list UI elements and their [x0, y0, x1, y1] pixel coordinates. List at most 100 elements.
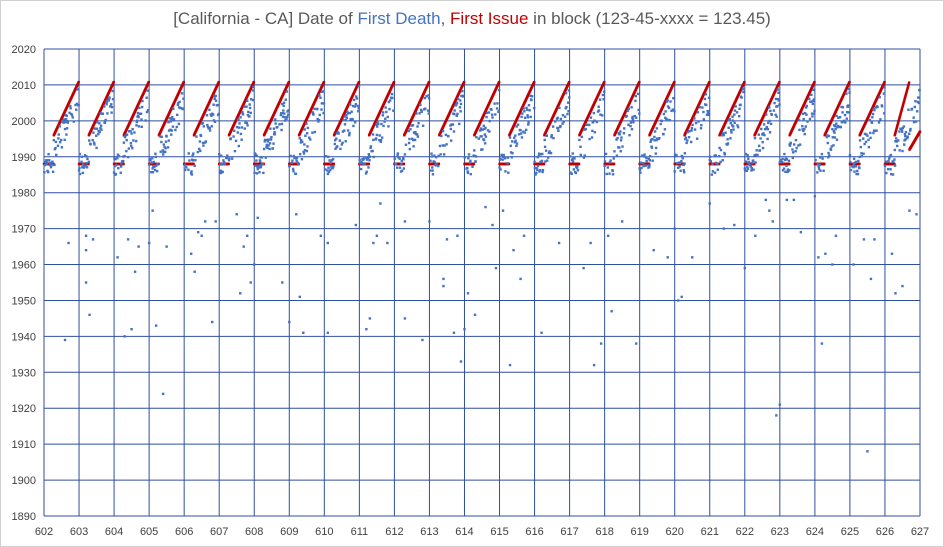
first-death-point — [673, 109, 676, 113]
first-death-point — [860, 152, 863, 155]
first-death-point — [724, 131, 727, 134]
first-death-point — [443, 144, 446, 147]
first-death-point — [502, 153, 505, 157]
first-death-point — [459, 110, 462, 113]
first-death-point — [694, 121, 698, 125]
first-death-point — [194, 159, 197, 162]
first-death-point — [341, 141, 344, 144]
first-death-point — [768, 119, 771, 123]
first-death-point — [375, 234, 379, 237]
first-death-point — [362, 157, 366, 160]
first-death-point — [756, 153, 759, 157]
first-death-point — [686, 139, 689, 142]
first-death-point — [239, 116, 242, 119]
first-death-point — [199, 149, 202, 153]
first-death-point — [137, 245, 140, 248]
first-death-point — [713, 171, 717, 174]
first-death-point — [230, 157, 234, 160]
first-death-point — [99, 124, 103, 127]
first-death-point — [467, 153, 471, 156]
first-death-point — [570, 172, 573, 175]
first-death-point — [349, 103, 352, 106]
first-death-point — [91, 138, 94, 142]
first-death-point — [49, 161, 52, 165]
first-death-point — [913, 105, 916, 109]
first-death-point — [718, 154, 721, 158]
first-death-point — [741, 87, 745, 91]
first-death-point — [585, 123, 588, 127]
first-death-point — [69, 107, 72, 110]
first-death-point — [168, 117, 171, 120]
first-death-point — [501, 158, 504, 161]
first-death-point — [618, 146, 621, 149]
first-death-point — [619, 149, 622, 153]
first-death-point — [136, 111, 140, 115]
first-death-point — [550, 134, 553, 137]
first-death-point — [914, 120, 918, 123]
first-death-point — [316, 117, 319, 121]
first-death-point — [433, 154, 436, 157]
first-death-point — [664, 110, 667, 113]
first-death-point — [388, 107, 391, 111]
first-death-point — [592, 111, 595, 115]
first-death-point — [111, 89, 114, 93]
y-tick-label: 2000 — [12, 116, 36, 128]
first-death-point — [501, 209, 505, 212]
first-death-point — [485, 115, 488, 119]
first-death-point — [680, 155, 684, 158]
first-death-point — [682, 163, 685, 167]
first-death-point — [234, 139, 238, 143]
first-death-point — [484, 205, 487, 209]
first-death-point — [714, 154, 717, 157]
first-death-point — [462, 94, 465, 97]
first-death-point — [353, 105, 357, 108]
first-death-point — [85, 166, 89, 169]
first-death-point — [579, 145, 582, 148]
first-death-point — [285, 90, 289, 93]
first-death-point — [354, 223, 358, 227]
first-death-point — [894, 292, 897, 295]
first-death-point — [213, 120, 217, 124]
first-death-point — [306, 126, 310, 130]
first-death-point — [362, 162, 365, 165]
first-death-point — [898, 130, 901, 133]
first-death-point — [208, 129, 212, 132]
first-death-point — [428, 220, 431, 223]
first-death-point — [547, 156, 550, 159]
first-death-point — [834, 234, 838, 237]
first-death-point — [343, 115, 346, 118]
first-death-point — [434, 156, 438, 159]
first-death-point — [785, 198, 789, 202]
first-death-point — [860, 154, 864, 158]
first-death-point — [887, 157, 891, 160]
first-death-point — [338, 139, 341, 142]
first-death-point — [133, 270, 137, 273]
first-issue-point — [896, 125, 899, 128]
first-issue-point — [402, 162, 406, 166]
x-tick-label: 621 — [701, 526, 719, 538]
first-death-point — [723, 153, 727, 156]
first-death-point — [309, 138, 312, 141]
first-death-point — [169, 120, 173, 123]
first-death-point — [680, 295, 683, 299]
first-death-point — [135, 120, 139, 124]
first-death-point — [584, 127, 587, 131]
first-death-point — [214, 220, 217, 223]
first-death-point — [590, 136, 594, 139]
first-death-point — [371, 149, 374, 153]
first-death-point — [119, 171, 122, 174]
first-death-point — [648, 155, 652, 158]
first-death-point — [214, 99, 218, 102]
first-death-point — [431, 169, 434, 172]
first-death-point — [574, 171, 578, 175]
first-death-point — [822, 169, 825, 172]
first-death-point — [165, 135, 168, 138]
first-death-point — [797, 118, 801, 122]
first-death-point — [785, 158, 789, 161]
first-death-point — [718, 146, 721, 150]
first-death-point — [681, 157, 684, 160]
first-death-point — [784, 170, 787, 174]
first-death-point — [763, 128, 767, 131]
first-death-point — [245, 105, 248, 108]
first-death-point — [736, 124, 739, 127]
